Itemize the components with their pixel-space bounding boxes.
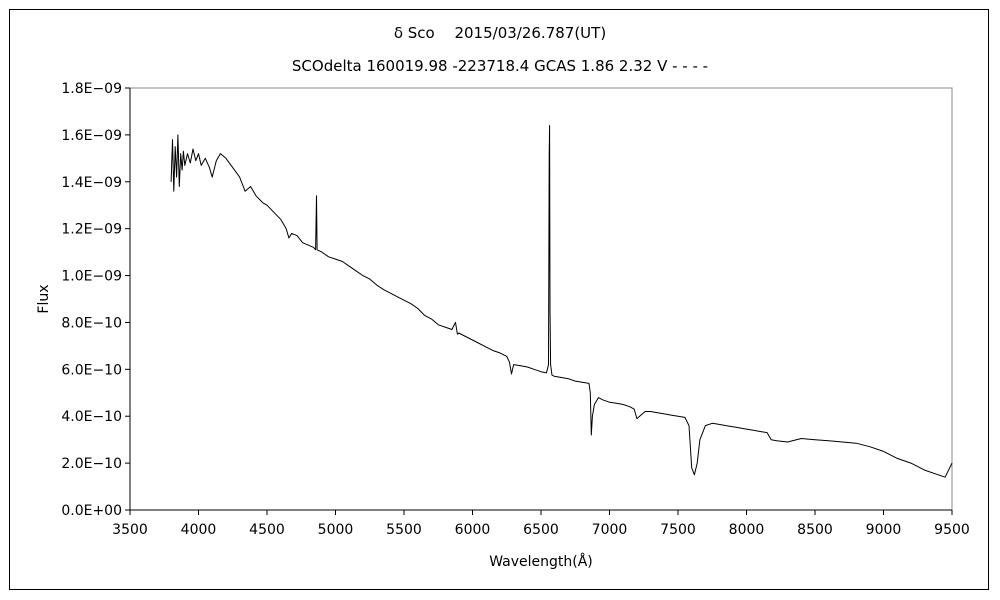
y-tick-label: 8.0E−10 [61,315,122,331]
y-tick-label: 4.0E−10 [61,409,122,425]
y-tick-label: 1.8E−09 [61,81,122,97]
chart-subtitle: SCOdelta 160019.98 -223718.4 GCAS 1.86 2… [291,57,709,75]
y-axis-title: Flux [36,284,52,313]
y-tick-label: 2.0E−10 [61,456,122,472]
chart-title: δ Sco 2015/03/26.787(UT) [393,24,607,42]
x-tick-label: 8000 [729,522,765,538]
x-tick-label: 8500 [797,522,833,538]
x-tick-label: 6500 [523,522,559,538]
y-axis: 0.0E+00 2.0E−10 4.0E−10 6.0E−10 8.0E−10 1.0E−… [61,81,130,519]
x-tick-label: 6000 [455,522,491,538]
series-layer [170,125,953,478]
y-tick-label: 1.6E−09 [61,128,122,144]
plot-area [129,87,953,511]
y-tick-label: 1.2E−09 [61,222,122,238]
x-tick-label: 9000 [866,522,902,538]
y-tick-label: 6.0E−10 [61,362,122,378]
y-tick-label: 0.0E+00 [61,503,122,519]
x-tick-label: 5500 [386,522,422,538]
x-tick-label: 9500 [934,522,970,538]
x-axis: 3500 4000 4500 5000 5500 6000 6500 7000 7500 8000… [112,510,970,538]
y-tick-label: 1.0E−09 [61,269,122,285]
x-tick-label: 5000 [318,522,354,538]
x-tick-label: 3500 [112,522,148,538]
x-tick-label: 7000 [592,522,628,538]
x-tick-label: 7500 [660,522,696,538]
y-tick-label: 1.4E−09 [61,175,122,191]
x-tick-label: 4000 [181,522,217,538]
x-tick-label: 4500 [249,522,285,538]
x-axis-title: Wavelength(Å) [489,553,593,570]
series-line [170,125,953,478]
